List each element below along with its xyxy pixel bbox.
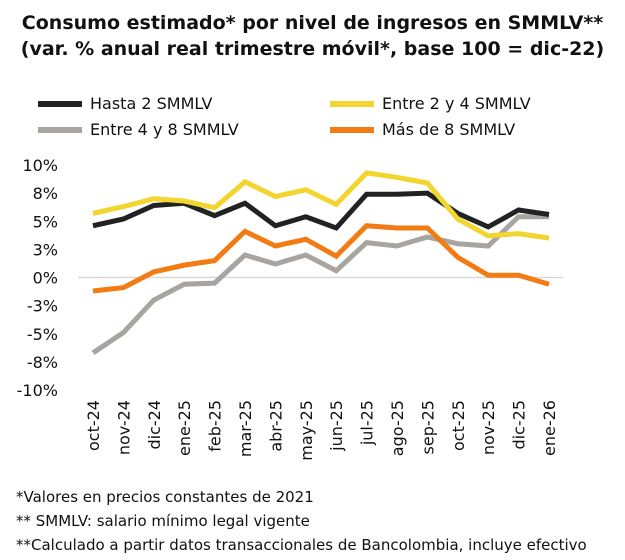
x-tick-label: oct-24 — [84, 400, 103, 451]
x-tick-label: oct-25 — [449, 400, 468, 451]
x-tick-label: jul-25 — [358, 400, 377, 446]
legend-item: Más de 8 SMMLV — [330, 120, 515, 139]
x-tick-label: feb-25 — [206, 400, 225, 452]
x-tick-label: ene-25 — [175, 400, 194, 456]
legend-label: Más de 8 SMMLV — [382, 120, 516, 139]
legend-label: Hasta 2 SMMLV — [90, 94, 213, 113]
chart-title: Consumo estimado* por nivel de ingresos … — [0, 10, 625, 62]
y-tick-label: -8% — [27, 353, 58, 372]
footnote: **Calculado a partir datos transaccional… — [16, 536, 587, 554]
y-tick-label: 5% — [33, 212, 58, 231]
x-tick-label: sep-25 — [418, 400, 437, 454]
subtitle-line: (var. % anual real trimestre móvil*, bas… — [20, 38, 605, 60]
x-tick-label: may-25 — [297, 400, 316, 461]
footnote: *Valores en precios constantes de 2021 — [16, 488, 314, 506]
y-tick-label: 8% — [33, 184, 58, 203]
x-tick-label: jun-25 — [327, 400, 346, 452]
legend-swatch — [38, 126, 82, 133]
legend-label: Entre 4 y 8 SMMLV — [90, 120, 239, 139]
legend-item: Hasta 2 SMMLV — [38, 94, 212, 113]
footnote: ** SMMLV: salario mínimo legal vigente — [16, 512, 310, 530]
x-tick-label: ene-26 — [540, 400, 559, 456]
y-tick-label: -5% — [27, 325, 58, 344]
y-tick-label: -10% — [17, 381, 58, 400]
legend-item: Entre 4 y 8 SMMLV — [38, 120, 239, 139]
title-line: Consumo estimado* por nivel de ingresos … — [21, 12, 604, 34]
legend-swatch — [330, 100, 374, 107]
y-tick-label: -3% — [27, 297, 58, 316]
x-tick-label: nov-25 — [479, 400, 498, 455]
series-line-más-de-8-smmlv — [92, 223, 550, 294]
y-tick-label: 0% — [33, 269, 58, 288]
x-tick-label: nov-24 — [114, 400, 133, 455]
legend-label: Entre 2 y 4 SMMLV — [382, 94, 531, 113]
series-line-entre-4-y-8-smmlv — [91, 214, 549, 355]
line-chart: 10% 8% 5% 3% 0% -3% -5% -8% -10% oct-24 nov-24 dic-… — [17, 156, 563, 461]
x-tick-label: mar-25 — [236, 400, 255, 457]
y-tick-label: 10% — [22, 156, 58, 175]
series-line-entre-2-y-4-smmlv — [92, 170, 550, 241]
x-tick-label: ago-25 — [388, 400, 407, 456]
legend-item: Entre 2 y 4 SMMLV — [330, 94, 531, 113]
series-line-hasta-2-smmlv — [92, 190, 550, 231]
x-tick-label: dic-25 — [510, 400, 529, 450]
legend-swatch — [38, 100, 82, 107]
x-tick-label: dic-24 — [145, 400, 164, 450]
legend-swatch — [330, 126, 374, 133]
x-tick-label: abr-25 — [266, 400, 285, 452]
y-tick-label: 3% — [33, 240, 58, 259]
